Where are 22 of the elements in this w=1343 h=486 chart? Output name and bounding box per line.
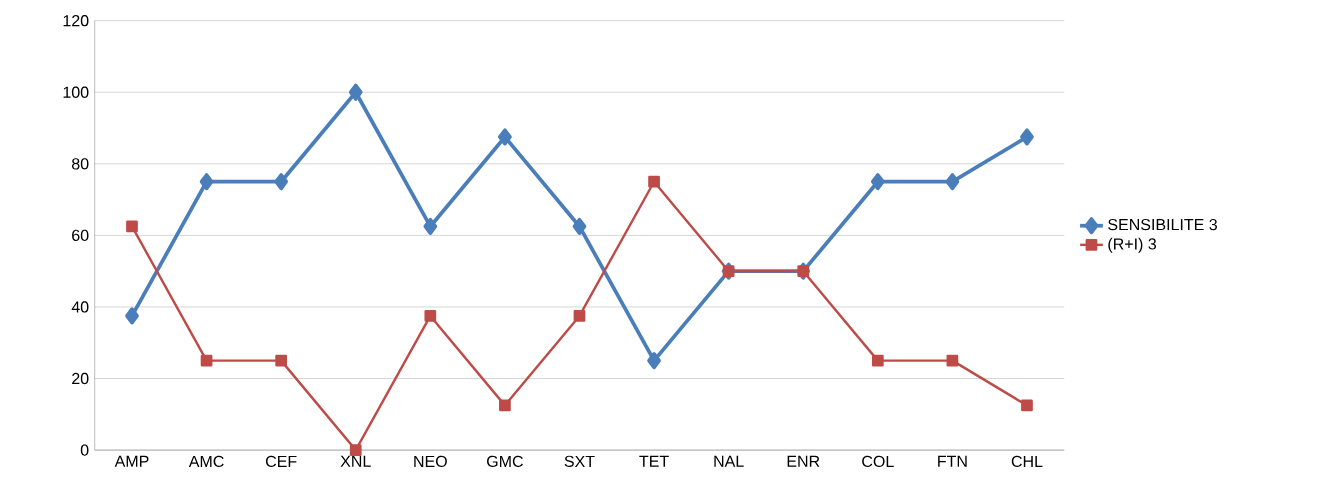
y-tick-label: 100 — [63, 86, 89, 98]
x-tick-label: ENR — [787, 455, 820, 467]
y-tick-label: 20 — [72, 372, 89, 385]
legend-label: SENSIBILITE 3 — [1108, 218, 1217, 231]
x-tick-label: AMP — [114, 455, 149, 467]
y-tick-label: 60 — [72, 229, 89, 241]
x-tick-label: NAL — [714, 455, 744, 467]
x-tick-label: SXT — [564, 455, 595, 467]
x-tick-label: NEO — [414, 455, 447, 467]
legend-label: (R+I) 3 — [1108, 237, 1157, 253]
x-tick-label: AMC — [188, 455, 224, 467]
x-tick-label: CEF — [265, 455, 297, 467]
y-tick-label: 0 — [80, 444, 89, 456]
y-tick-label: 80 — [71, 158, 89, 170]
x-tick-label: CHL — [1011, 455, 1043, 467]
y-tick-label: 120 — [63, 14, 89, 27]
x-tick-label: TET — [639, 455, 669, 467]
x-tick-label: XNL — [340, 455, 371, 467]
y-tick-label: 40 — [71, 301, 89, 313]
x-tick-label: FTN — [938, 455, 967, 467]
x-tick-label: GMC — [487, 455, 523, 467]
x-tick-label: COL — [862, 455, 894, 467]
